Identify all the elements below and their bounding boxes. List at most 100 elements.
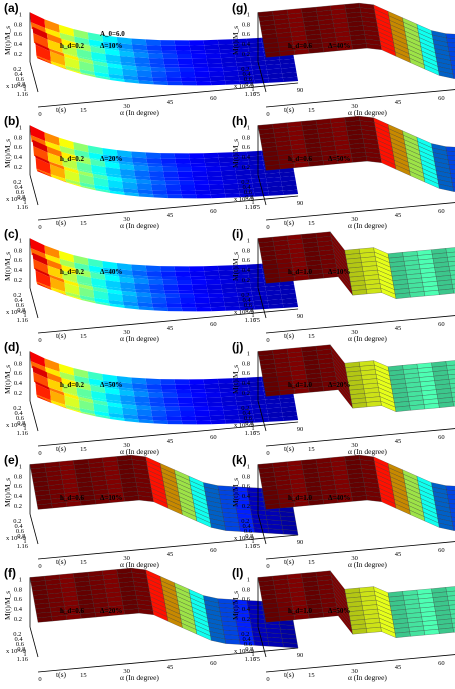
t-tick-label: 1 [23, 425, 26, 432]
surface-patch [161, 276, 177, 280]
surface-patch [160, 158, 177, 164]
t-tick-label: 1.16 [245, 656, 257, 663]
surface-patch [103, 47, 120, 51]
surface-patch [62, 52, 79, 58]
surface-patch [79, 69, 95, 76]
surface-patch [160, 384, 177, 390]
surface-patch [64, 282, 80, 296]
t-tick-label: 0.6 [16, 302, 25, 309]
t-tick-label: 1 [23, 651, 26, 658]
panel-11: 0.20.40.60.81M(t)/M_s0.20.40.60.811.16x … [231, 566, 455, 683]
surface-patch [118, 161, 134, 166]
surface-patch [279, 171, 295, 178]
z-axis-label: M(t)/M_s [231, 139, 240, 168]
surface-patch [450, 512, 455, 518]
surface-patch [59, 32, 75, 43]
z-tick-label: 0.4 [14, 380, 23, 387]
surface-patch [448, 600, 455, 606]
surface-patch [445, 33, 455, 39]
surface-patch [249, 169, 266, 175]
surface-patch [233, 43, 249, 49]
alpha-axis-label: α (In degree) [120, 334, 159, 343]
surface-patch [59, 145, 75, 156]
surface-patch [152, 77, 168, 82]
surface-patch [164, 177, 180, 181]
z-axis-label: M(t)/M_s [3, 252, 12, 281]
surface-patch [89, 270, 105, 275]
t-tick-label: 1.16 [17, 543, 29, 550]
delta-annotation: Δ=40% [100, 268, 122, 276]
alpha-tick-label: 15 [80, 446, 87, 453]
t-tick-label: 1.16 [17, 204, 29, 211]
surface-patch [160, 45, 177, 51]
surface-patch [192, 176, 209, 181]
surface-patch [36, 394, 52, 403]
surface-patch [135, 63, 151, 68]
surface-patch [35, 157, 51, 175]
surface-patch [253, 74, 269, 80]
surface-patch [189, 271, 205, 277]
surface-patch [280, 289, 296, 295]
t-scale-label: x 10^-9 [234, 196, 254, 203]
surface-patch [104, 274, 120, 282]
t-axis-label: t(s) [56, 444, 67, 453]
surface-patch [45, 254, 61, 265]
surface-patch [450, 274, 455, 280]
t-tick-label: 0.4 [243, 636, 252, 643]
surface-patch [66, 294, 82, 300]
surface-patch [76, 274, 92, 285]
t-tick-label: 1.16 [245, 91, 257, 98]
surface-patch [281, 180, 297, 187]
hd-annotation: h_d=0.6 [288, 42, 313, 50]
surface-patch [123, 79, 140, 84]
z-tick-label: 0.2 [242, 51, 250, 58]
surface-patch [30, 361, 46, 374]
t-tick-label: 0.8 [17, 307, 25, 314]
surface-patch [37, 396, 53, 404]
t-axis-label: t(s) [56, 218, 67, 227]
delta-annotation: Δ=40% [328, 42, 350, 50]
surface-patch [166, 190, 182, 195]
surface-patch [279, 397, 295, 404]
surface-patch [78, 170, 94, 178]
surface-patch [34, 381, 50, 391]
surface-patch [249, 282, 266, 288]
surface-patch [448, 378, 455, 384]
surface-patch [236, 174, 252, 180]
surface-patch [223, 409, 239, 416]
z-tick-label: 0.8 [242, 21, 250, 28]
surface-patch [190, 389, 206, 393]
panel-5: 0.20.40.60.81M(t)/M_s0.20.40.60.811.16x … [3, 566, 303, 683]
surface-patch [74, 36, 90, 45]
z-tick-label: 0.6 [14, 144, 23, 151]
surface-patch [145, 378, 161, 385]
surface-patch [180, 185, 196, 191]
surface-patch [451, 177, 455, 183]
surface-patch [131, 383, 148, 390]
surface-patch [188, 40, 205, 46]
surface-patch [138, 80, 154, 85]
surface-patch [253, 304, 270, 310]
alpha-tick-label: 0 [38, 337, 41, 344]
z-tick-label: 1 [19, 463, 22, 470]
surface-patch [91, 277, 107, 287]
surface-patch [220, 278, 236, 285]
surface-patch [218, 44, 234, 50]
surface-patch [218, 270, 234, 276]
surface-patch [30, 248, 46, 261]
surface-patch [95, 301, 111, 306]
surface-patch [247, 381, 263, 388]
surface-patch [116, 376, 132, 384]
surface-patch [121, 65, 137, 71]
alpha-tick-label: 45 [395, 99, 402, 106]
surface-patch [59, 371, 75, 382]
surface-patch [61, 38, 77, 49]
z-tick-label: 0.8 [14, 247, 22, 254]
surface-patch [50, 51, 66, 66]
surface-patch [152, 190, 168, 195]
t-tick-label: 1 [251, 425, 254, 432]
alpha-tick-label: 90 [297, 87, 304, 94]
surface-patch [131, 151, 147, 159]
surface-patch [146, 271, 162, 277]
surface-patch [44, 132, 60, 146]
